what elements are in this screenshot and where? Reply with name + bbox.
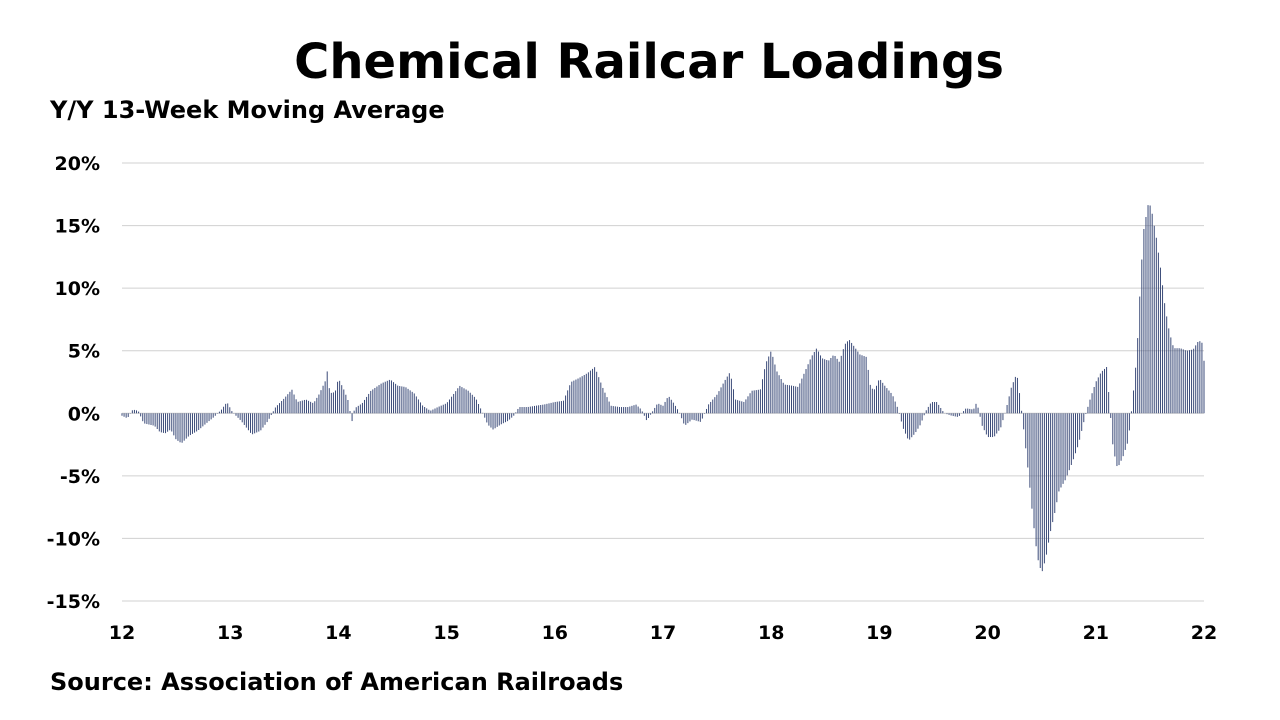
x-tick-label: 21: [1083, 622, 1109, 644]
x-tick-label: 12: [109, 622, 135, 644]
y-tick-label: 10%: [55, 278, 100, 300]
source-note: Source: Association of American Railroad…: [50, 668, 624, 696]
x-tick-label: 13: [217, 622, 243, 644]
x-tick-label: 15: [433, 622, 459, 644]
y-tick-label: -5%: [60, 466, 100, 488]
y-tick-label: -15%: [47, 591, 100, 613]
chart-subtitle: Y/Y 13-Week Moving Average: [50, 96, 445, 124]
y-tick-label: 20%: [55, 153, 100, 175]
x-tick-label: 22: [1191, 622, 1217, 644]
y-tick-label: -10%: [47, 528, 100, 550]
x-tick-label: 14: [325, 622, 351, 644]
y-tick-label: 5%: [68, 341, 100, 363]
y-axis: 20% 15% 10% 5% 0% -5% -10% -15%: [47, 153, 100, 613]
x-tick-label: 20: [974, 622, 1000, 644]
x-tick-label: 17: [650, 622, 676, 644]
chart-title: Chemical Railcar Loadings: [294, 34, 1004, 90]
y-tick-label: 0%: [68, 403, 100, 425]
x-tick-label: 18: [758, 622, 784, 644]
y-tick-label: 15%: [55, 216, 100, 238]
gridlines: [122, 162, 1204, 602]
x-tick-label: 19: [866, 622, 892, 644]
bar-series: [121, 205, 1205, 572]
x-tick-label: 16: [542, 622, 568, 644]
x-axis: 12 13 14 15 16 17 18 19 20 21 22: [109, 622, 1217, 644]
